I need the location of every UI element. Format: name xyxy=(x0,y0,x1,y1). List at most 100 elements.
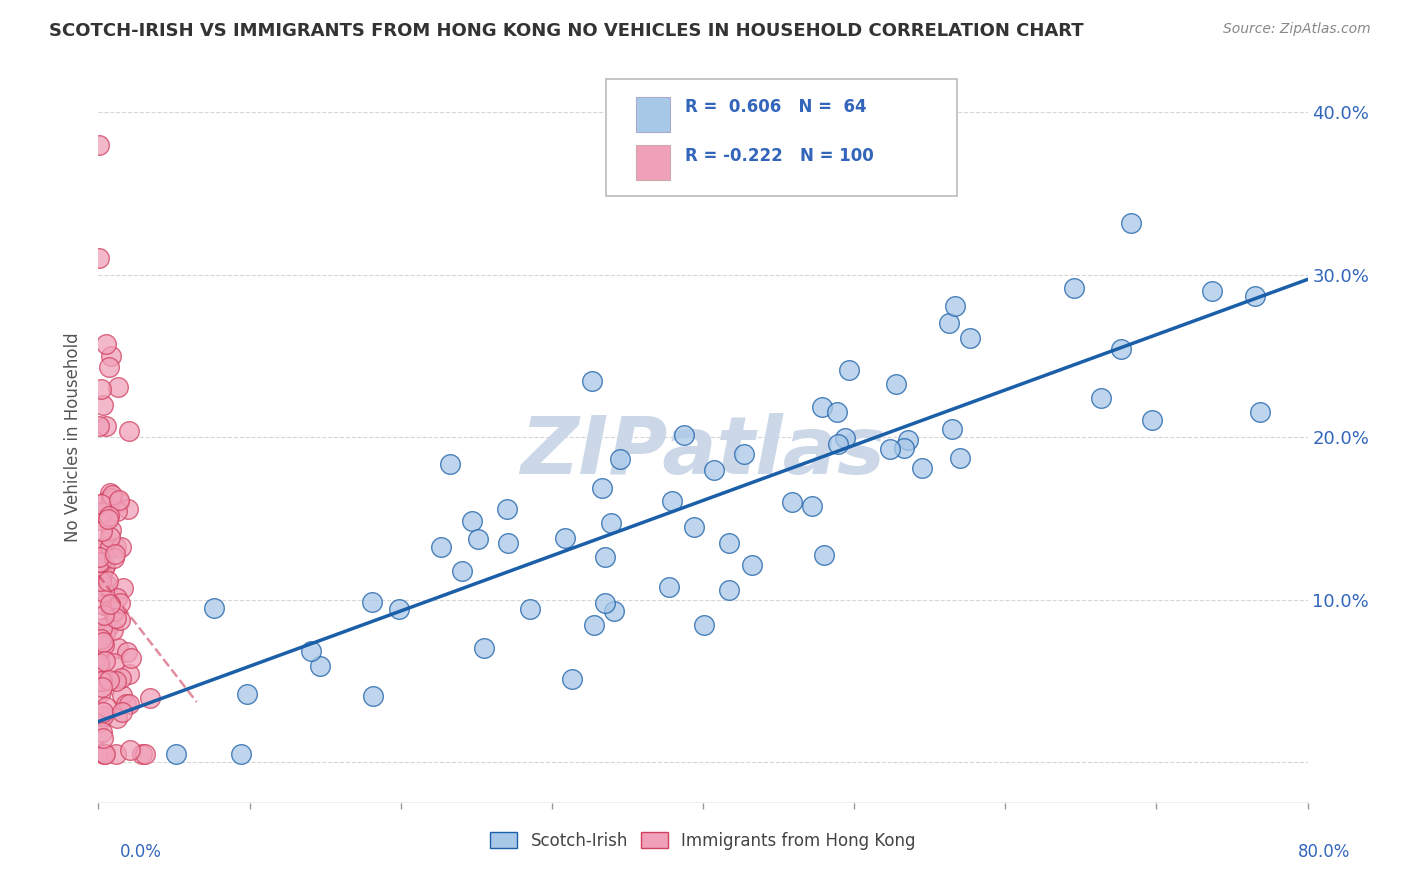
Point xyxy=(834,431,856,445)
Point xyxy=(897,433,920,447)
Point xyxy=(1090,391,1112,405)
Point xyxy=(943,299,966,313)
Point xyxy=(703,463,725,477)
Point xyxy=(120,650,142,665)
Point xyxy=(1243,289,1265,303)
Point xyxy=(91,674,114,689)
Point xyxy=(108,495,131,509)
Point xyxy=(90,574,112,588)
Point xyxy=(91,747,114,761)
Point xyxy=(118,424,141,438)
Point xyxy=(90,496,112,510)
Point xyxy=(100,349,122,363)
Point xyxy=(717,536,740,550)
Point xyxy=(98,530,121,544)
Point xyxy=(838,362,860,376)
Point xyxy=(90,673,112,688)
Point xyxy=(87,715,110,730)
Point xyxy=(360,595,382,609)
Point xyxy=(91,680,114,694)
Point xyxy=(98,485,121,500)
Point xyxy=(110,671,132,685)
Point xyxy=(938,316,960,330)
Point xyxy=(496,536,519,550)
Point xyxy=(236,686,259,700)
Point xyxy=(91,634,114,648)
Point xyxy=(717,583,740,598)
Point xyxy=(1121,216,1143,230)
Point xyxy=(1249,405,1271,419)
Point xyxy=(561,673,583,687)
Point xyxy=(90,632,112,646)
Point xyxy=(827,436,849,450)
Point xyxy=(308,658,330,673)
Text: R =  0.606   N =  64: R = 0.606 N = 64 xyxy=(685,98,866,117)
Point xyxy=(89,549,111,564)
Point xyxy=(100,491,122,506)
Point xyxy=(89,513,111,527)
Point xyxy=(105,591,128,606)
FancyBboxPatch shape xyxy=(606,78,957,195)
Point xyxy=(87,648,110,663)
Point xyxy=(118,667,141,681)
Point xyxy=(658,580,681,594)
Legend: Scotch-Irish, Immigrants from Hong Kong: Scotch-Irish, Immigrants from Hong Kong xyxy=(484,825,922,856)
Point xyxy=(682,520,704,534)
Point xyxy=(93,627,115,641)
Point xyxy=(810,401,832,415)
Point xyxy=(111,688,134,702)
Text: SCOTCH-IRISH VS IMMIGRANTS FROM HONG KONG NO VEHICLES IN HOUSEHOLD CORRELATION C: SCOTCH-IRISH VS IMMIGRANTS FROM HONG KON… xyxy=(49,22,1084,40)
Point xyxy=(949,450,972,465)
Point xyxy=(911,461,934,475)
Point xyxy=(741,558,763,572)
Point xyxy=(673,427,696,442)
Point xyxy=(813,549,835,563)
Point xyxy=(90,383,112,397)
Point xyxy=(93,585,115,599)
Point xyxy=(893,441,915,455)
Point xyxy=(451,564,474,578)
Point xyxy=(117,645,139,659)
Point xyxy=(115,697,138,711)
Point xyxy=(467,532,489,546)
Point xyxy=(439,457,461,471)
Point xyxy=(93,599,115,613)
Point xyxy=(91,398,114,412)
Point xyxy=(91,566,114,581)
Point xyxy=(110,540,132,554)
Point xyxy=(93,541,115,556)
Point xyxy=(105,503,128,517)
Point xyxy=(87,251,110,265)
Point xyxy=(134,747,156,761)
Point xyxy=(131,747,153,761)
Point xyxy=(111,705,134,719)
Point xyxy=(107,380,129,394)
Point xyxy=(97,512,120,526)
Point xyxy=(98,359,121,374)
Point xyxy=(103,656,125,670)
Point xyxy=(388,602,411,616)
Point xyxy=(461,514,484,528)
Point xyxy=(89,137,111,152)
Point xyxy=(97,620,120,634)
Point xyxy=(1201,284,1223,298)
Point xyxy=(94,336,117,351)
Point xyxy=(93,638,115,652)
Bar xyxy=(637,145,671,180)
Point xyxy=(941,422,963,436)
Point xyxy=(100,524,122,538)
Point xyxy=(97,541,120,555)
Point xyxy=(89,558,111,572)
Point xyxy=(581,374,603,388)
Point xyxy=(103,550,125,565)
Point xyxy=(105,747,128,761)
Point xyxy=(105,711,128,725)
Point xyxy=(472,640,495,655)
Point xyxy=(108,596,131,610)
Point xyxy=(593,550,616,565)
Point xyxy=(98,597,121,611)
Point xyxy=(583,617,606,632)
Point xyxy=(94,747,117,761)
Point xyxy=(94,558,117,573)
Point xyxy=(105,540,128,554)
